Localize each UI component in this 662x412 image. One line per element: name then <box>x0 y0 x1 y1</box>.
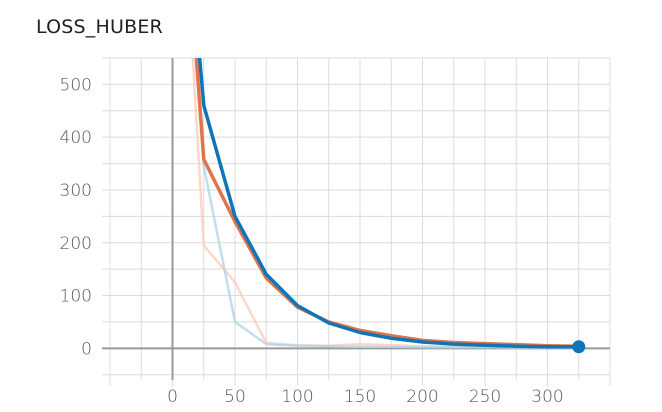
y-tick-label: 500 <box>60 75 92 95</box>
x-tick-label: 0 <box>167 387 178 407</box>
x-tick-label: 50 <box>224 387 246 407</box>
chart-title: LOSS_HUBER <box>36 16 163 38</box>
y-tick-label: 300 <box>60 181 92 201</box>
y-tick-label: 0 <box>81 339 92 359</box>
y-tick-label: 400 <box>60 128 92 148</box>
x-tick-label: 250 <box>469 387 501 407</box>
grid-lines <box>102 57 611 386</box>
series-line-3 <box>194 58 581 348</box>
x-tick-label: 100 <box>281 387 313 407</box>
series-markers[interactable] <box>572 340 586 354</box>
y-tick-label: 200 <box>60 234 92 254</box>
tick-labels: 0 50 100 150 200 250 300 0 100 200 300 400 500 <box>60 75 564 407</box>
x-tick-label: 300 <box>531 387 563 407</box>
x-tick-label: 200 <box>406 387 438 407</box>
series-end-marker[interactable] <box>572 340 586 354</box>
x-tick-label: 150 <box>344 387 376 407</box>
y-tick-label: 100 <box>60 287 92 307</box>
series-lines <box>191 58 581 350</box>
series-line-4 <box>197 58 581 349</box>
